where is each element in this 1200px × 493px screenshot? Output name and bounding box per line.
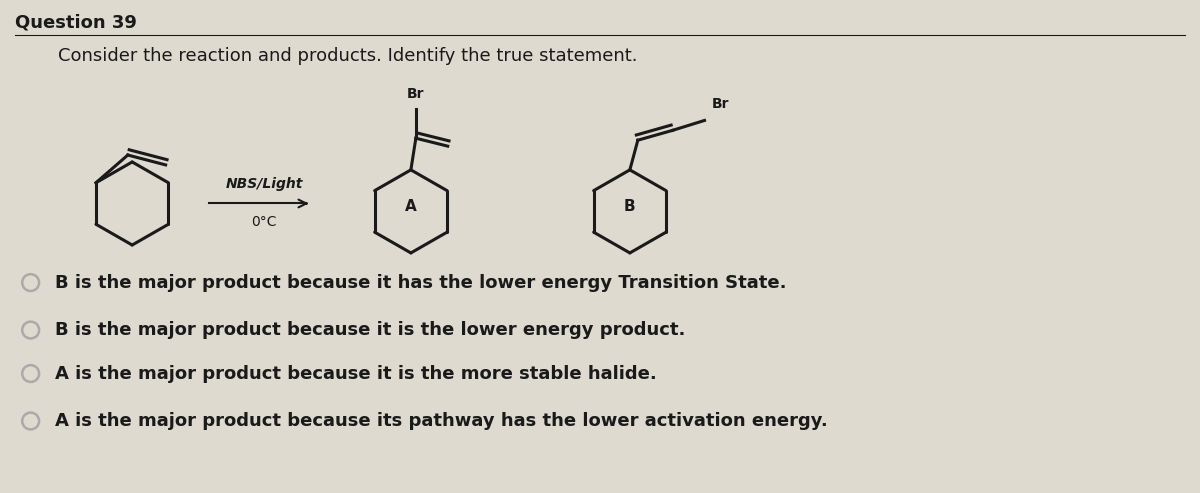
Text: Question 39: Question 39 [14, 14, 137, 32]
Text: Br: Br [407, 87, 425, 101]
Text: B: B [624, 199, 636, 214]
Text: Br: Br [712, 97, 728, 110]
Text: 0°C: 0°C [251, 215, 277, 229]
Text: B is the major product because it has the lower energy Transition State.: B is the major product because it has th… [54, 274, 786, 291]
Text: NBS/Light: NBS/Light [226, 176, 302, 191]
Text: B is the major product because it is the lower energy product.: B is the major product because it is the… [54, 321, 685, 339]
Text: A is the major product because its pathway has the lower activation energy.: A is the major product because its pathw… [54, 412, 827, 430]
Text: A: A [406, 199, 416, 214]
Text: Consider the reaction and products. Identify the true statement.: Consider the reaction and products. Iden… [58, 47, 637, 65]
Text: A is the major product because it is the more stable halide.: A is the major product because it is the… [54, 364, 656, 383]
